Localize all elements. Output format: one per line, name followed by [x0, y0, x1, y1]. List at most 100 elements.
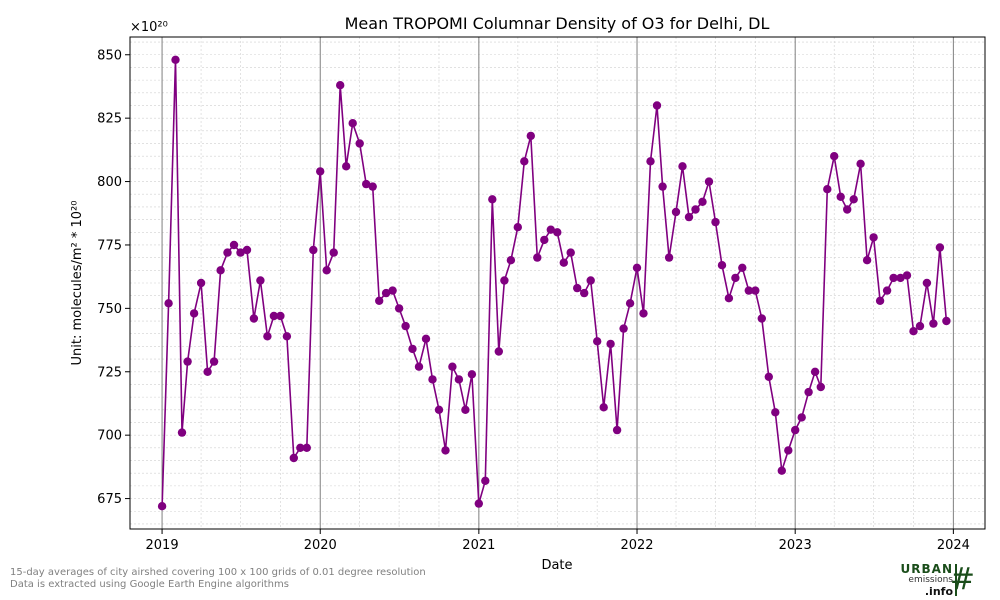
data-point: [546, 225, 555, 234]
data-point: [494, 347, 503, 356]
x-tick-label: 2019: [146, 538, 179, 553]
data-point: [849, 195, 858, 204]
data-point: [342, 162, 351, 171]
data-point: [810, 367, 820, 376]
data-point: [381, 288, 391, 298]
data-point: [625, 299, 635, 308]
data-point: [823, 185, 832, 194]
x-tick-label: 2023: [779, 538, 812, 553]
data-point: [646, 157, 655, 166]
y-tick-label: 825: [97, 112, 122, 127]
data-point: [791, 425, 800, 435]
data-point: [428, 375, 437, 384]
data-point: [804, 387, 813, 397]
data-point: [632, 263, 642, 272]
data-point: [355, 139, 364, 148]
data-point: [269, 311, 279, 321]
data-point: [606, 339, 615, 349]
data-point: [229, 240, 239, 250]
data-point: [764, 372, 773, 381]
data-point: [263, 332, 272, 341]
data-point: [830, 152, 839, 161]
data-point: [691, 205, 700, 214]
data-point: [704, 177, 714, 186]
data-point: [738, 263, 747, 272]
grid-layer: [130, 37, 985, 529]
data-point: [209, 357, 219, 366]
data-point: [862, 256, 872, 265]
data-point: [242, 245, 252, 255]
logo-word-info: .info: [924, 585, 953, 598]
data-point: [757, 314, 766, 323]
data-point: [658, 182, 667, 191]
data-point: [935, 243, 945, 252]
ticks-layer: 2019 2020 2021 2022 2023 2024 675 700 725 750 775 8…: [97, 48, 970, 553]
data-point: [348, 119, 357, 128]
y-tick-label: 850: [97, 48, 122, 63]
data-point: [171, 55, 180, 64]
data-point: [889, 273, 898, 283]
data-point: [401, 321, 410, 331]
data-point: [203, 367, 212, 376]
data-point: [639, 309, 648, 318]
data-point: [448, 362, 457, 371]
data-point: [797, 413, 806, 422]
data-point: [915, 321, 925, 331]
logo-word-urban: URBAN: [900, 562, 953, 576]
data-point: [362, 179, 371, 189]
data-point: [843, 205, 852, 214]
data-point: [309, 245, 318, 255]
x-tick-label: 2024: [937, 538, 970, 553]
data-point: [322, 266, 331, 275]
data-point: [717, 261, 727, 270]
data-point: [559, 258, 568, 267]
data-point: [751, 286, 760, 295]
data-point: [678, 162, 687, 171]
x-tick-label: 2021: [462, 538, 495, 553]
data-point: [316, 167, 325, 176]
data-point: [875, 296, 885, 305]
data-point: [520, 157, 529, 166]
plot-frame: [129, 36, 986, 530]
data-point: [593, 337, 602, 346]
data-point: [474, 499, 483, 508]
data-point: [256, 276, 265, 285]
x-axis-label: Date: [541, 558, 572, 573]
data-point: [461, 405, 470, 414]
data-point: [869, 233, 878, 242]
series-layer: [157, 55, 951, 511]
data-point: [619, 324, 628, 333]
data-point: [414, 362, 424, 371]
data-point: [375, 296, 384, 305]
data-point: [816, 382, 825, 392]
data-point: [526, 131, 535, 141]
urban-emissions-logo: URBAN emissions .info #: [895, 562, 975, 598]
data-point: [929, 319, 938, 328]
data-point: [942, 316, 951, 326]
footnote-line-1: 15-day averages of city airshed covering…: [10, 567, 426, 578]
data-point: [157, 502, 167, 511]
y-tick-label: 675: [97, 492, 122, 507]
data-point: [671, 207, 681, 217]
data-point: [223, 248, 232, 257]
data-point: [612, 425, 622, 435]
data-point: [408, 344, 417, 354]
data-point: [441, 446, 450, 455]
data-point: [784, 446, 793, 455]
footnote-line-2: Data is extracted using Google Earth Eng…: [10, 579, 289, 590]
data-point: [488, 195, 497, 204]
data-point: [856, 159, 865, 168]
data-point: [573, 283, 582, 293]
data-point: [533, 253, 542, 262]
y-tick-label: 800: [97, 175, 122, 190]
data-point: [236, 248, 245, 257]
data-point: [296, 443, 305, 452]
logo-word-emissions: emissions: [908, 575, 953, 585]
data-point: [336, 81, 345, 90]
data-point: [467, 370, 477, 379]
data-point: [216, 266, 225, 275]
data-point: [664, 253, 674, 262]
data-point: [434, 405, 444, 414]
data-point: [368, 182, 377, 191]
